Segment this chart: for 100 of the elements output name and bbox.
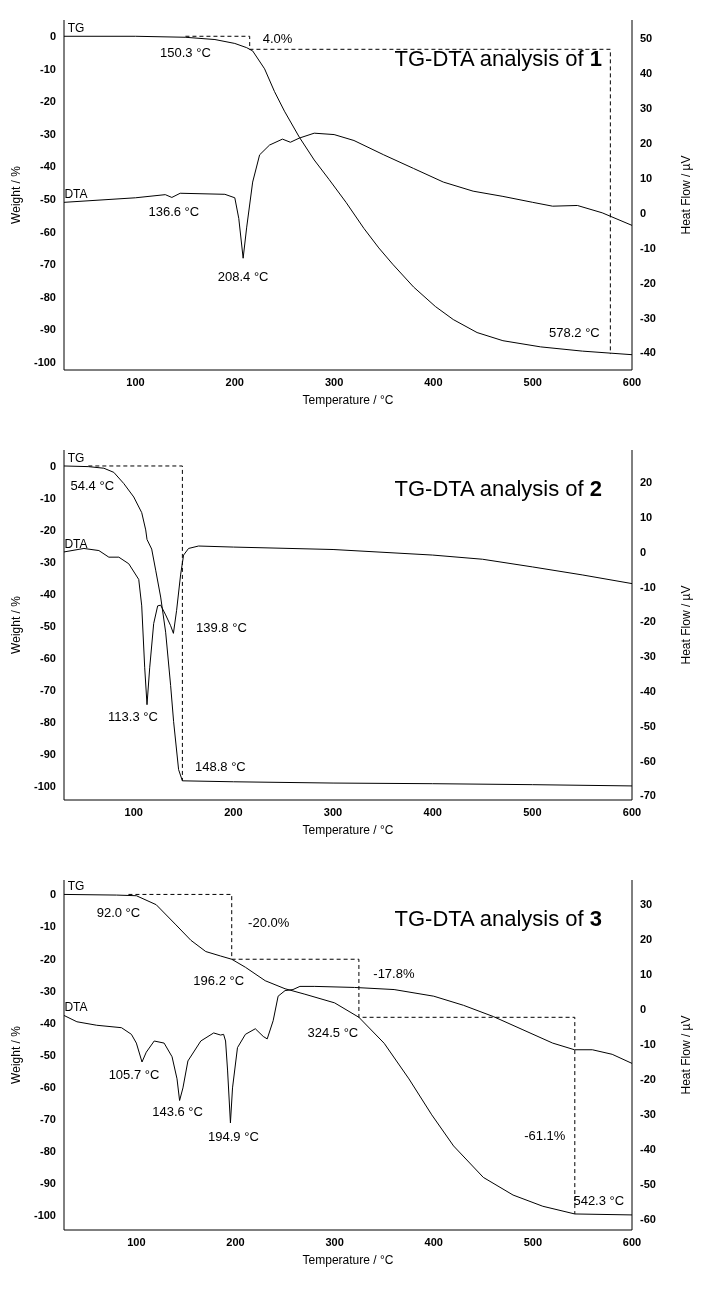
x-axis-title: Temperature / °C [302, 823, 394, 837]
y2-tick-label: 10 [640, 511, 653, 524]
annotation: 194.9 °C [208, 1129, 259, 1145]
y2-tick-label: 10 [640, 967, 653, 980]
y-tick-label: -80 [40, 715, 56, 728]
x-tick-label: 100 [124, 805, 143, 818]
y2-tick-label: 20 [640, 476, 653, 489]
y2-tick-label: 40 [640, 67, 653, 79]
series-label: DTA [64, 536, 88, 551]
y-tick-label: -50 [40, 1048, 56, 1061]
x-tick-label: 400 [423, 805, 442, 818]
y-tick-label: -90 [40, 1177, 56, 1190]
y-tick-label: -100 [33, 779, 56, 792]
x-tick-label: 100 [126, 375, 145, 388]
y2-tick-label: -10 [640, 580, 656, 593]
x-axis-title: Temperature / °C [302, 393, 394, 407]
y2-axis-title: Heat Flow / µV [679, 1015, 694, 1095]
y-tick-label: -50 [40, 192, 56, 205]
text: TG-DTA analysis of 1 [394, 46, 602, 71]
x-tick-label: 100 [127, 1235, 146, 1248]
x-tick-label: 200 [225, 375, 244, 388]
annotation: 196.2 °C [193, 972, 245, 988]
y-tick-label: -40 [40, 587, 56, 600]
y2-tick-label: -20 [640, 276, 656, 289]
y2-tick-label: -70 [640, 789, 656, 802]
annotation: 92.0 °C [96, 905, 141, 921]
x-tick-label: 300 [325, 1235, 344, 1248]
x-tick-label: 300 [324, 375, 344, 388]
y-tick-label: -60 [40, 225, 56, 238]
y-tick-label: -80 [40, 290, 56, 303]
x-tick-label: 400 [424, 1235, 443, 1248]
y2-tick-label: -40 [640, 685, 656, 698]
y-tick-label: 0 [49, 30, 56, 43]
annotation: 54.4 °C [70, 478, 115, 494]
annotation: 324.5 °C [307, 1024, 359, 1040]
y2-tick-label: -60 [640, 1212, 656, 1225]
y-tick-label: -40 [40, 160, 56, 173]
x-tick-label: 500 [523, 375, 542, 388]
y2-tick-label: 0 [640, 206, 647, 219]
y2-tick-label: 20 [640, 932, 653, 945]
y2-axis-title: Heat Flow / µV [679, 155, 694, 235]
x-axis-title: Temperature / °C [302, 1253, 394, 1267]
y-tick-label: -30 [40, 984, 56, 997]
y2-tick-label: -40 [640, 346, 656, 359]
y-tick-label: -100 [33, 1209, 56, 1222]
annotation: -20.0% [248, 915, 290, 931]
y-tick-label: -30 [40, 555, 56, 568]
annotation: 136.6 °C [148, 204, 200, 220]
y-tick-label: -10 [40, 920, 56, 933]
y2-tick-label: 0 [640, 1002, 647, 1015]
annotation: 105.7 °C [108, 1066, 160, 1082]
annotation: 542.3 °C [573, 1192, 625, 1208]
y2-tick-label: -60 [640, 754, 656, 767]
text: TG-DTA analysis of 2 [394, 476, 602, 501]
y-tick-label: -50 [40, 619, 56, 632]
x-tick-label: 400 [424, 375, 443, 388]
y-tick-label: -20 [40, 952, 56, 965]
series-label: TG [67, 21, 85, 36]
x-tick-label: 600 [622, 805, 642, 818]
y-tick-label: -90 [40, 323, 56, 336]
y-tick-label: -20 [40, 523, 56, 536]
y2-tick-label: -40 [640, 1142, 656, 1155]
y2-tick-label: 10 [640, 171, 653, 184]
y-axis-title: Weight / % [9, 595, 24, 654]
y2-tick-label: -30 [640, 1107, 656, 1120]
x-tick-label: 300 [323, 805, 343, 818]
y-tick-label: -70 [40, 683, 56, 696]
annotation: 139.8 °C [196, 620, 247, 636]
annotation: -17.8% [373, 965, 415, 981]
x-tick-label: 600 [622, 375, 642, 388]
y2-tick-label: -20 [640, 615, 656, 628]
y2-tick-label: -30 [640, 311, 656, 324]
annotation: 150.3 °C [160, 44, 211, 60]
y-tick-label: -90 [40, 747, 56, 760]
y2-tick-label: -20 [640, 1072, 656, 1085]
annotation: 4.0% [262, 30, 293, 46]
annotation: 578.2 °C [548, 324, 600, 340]
series-label: DTA [64, 187, 88, 202]
y-tick-label: -20 [40, 95, 56, 108]
y-tick-label: -40 [40, 1016, 56, 1029]
y2-tick-label: -50 [640, 719, 656, 732]
annotation: -61.1% [524, 1128, 566, 1144]
y2-tick-label: 0 [640, 545, 647, 558]
y2-tick-label: -10 [640, 1037, 656, 1050]
y-tick-label: -70 [40, 258, 56, 271]
y-axis-title: Weight / % [9, 1025, 24, 1084]
y-tick-label: -10 [40, 491, 56, 504]
y-tick-label: -60 [40, 651, 56, 664]
x-tick-label: 500 [523, 805, 542, 818]
y2-tick-label: -10 [640, 241, 656, 254]
y2-tick-label: 30 [640, 897, 653, 910]
annotation: 148.8 °C [195, 759, 246, 775]
y-tick-label: -80 [40, 1144, 56, 1157]
y-axis-title: Weight / % [9, 165, 24, 224]
series-label: DTA [64, 1000, 88, 1015]
y2-tick-label: 50 [640, 32, 653, 45]
series-label: TG [67, 450, 85, 465]
y-tick-label: -10 [40, 62, 56, 75]
x-tick-label: 200 [224, 805, 243, 818]
y-tick-label: 0 [49, 459, 56, 472]
